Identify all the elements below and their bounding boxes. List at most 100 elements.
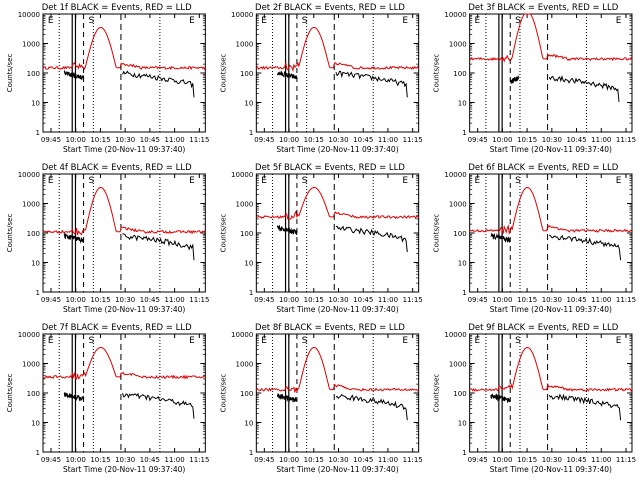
- marker-label: E: [261, 16, 267, 26]
- marker-label: S: [302, 16, 308, 26]
- marker-label: E: [475, 336, 481, 346]
- y-tick-label: 10: [244, 260, 253, 268]
- x-tick-label: 10:00: [279, 136, 299, 144]
- marker-label: S: [88, 336, 94, 346]
- lld-series-line: [255, 346, 419, 393]
- x-tick-label: 10:45: [566, 136, 586, 144]
- x-tick-label: 10:30: [542, 456, 562, 464]
- x-tick-label: 10:30: [542, 136, 562, 144]
- marker-label: E: [48, 176, 54, 186]
- y-axis-label: Counts/sec: [6, 214, 14, 253]
- marker-label: E: [616, 336, 622, 346]
- x-tick-label: 10:15: [90, 456, 110, 464]
- y-axis-label: Counts/sec: [6, 374, 14, 413]
- y-axis-label: Counts/sec: [433, 214, 441, 253]
- y-tick-label: 1000: [22, 41, 40, 49]
- y-tick-label: 1000: [22, 201, 40, 209]
- marker-label: S: [515, 16, 521, 26]
- x-tick-label: 09:45: [468, 296, 488, 304]
- x-tick-label: 11:15: [189, 456, 209, 464]
- panel-title: Det 2f BLACK = Events, RED = LLD: [255, 3, 405, 13]
- x-tick-label: 10:00: [66, 136, 86, 144]
- x-tick-label: 11:00: [378, 296, 398, 304]
- lld-series-line: [255, 26, 420, 73]
- panel-title: Det 6f BLACK = Events, RED = LLD: [468, 163, 618, 173]
- x-tick-label: 09:45: [41, 296, 61, 304]
- marker-label: E: [189, 336, 195, 346]
- y-tick-label: 100: [27, 390, 40, 398]
- lld-series-line: [42, 346, 206, 380]
- x-tick-label: 09:45: [41, 136, 61, 144]
- y-tick-label: 1: [36, 449, 40, 457]
- x-tick-label: 11:00: [378, 136, 398, 144]
- panel-title: Det 1f BLACK = Events, RED = LLD: [42, 3, 192, 13]
- x-tick-label: 10:00: [492, 136, 512, 144]
- marker-label: E: [402, 336, 408, 346]
- y-tick-label: 10: [31, 260, 40, 268]
- y-tick-label: 10000: [18, 171, 40, 179]
- x-tick-label: 10:15: [304, 456, 324, 464]
- marker-label: E: [48, 16, 54, 26]
- x-tick-label: 10:45: [140, 136, 160, 144]
- detector-panel-1: Det 1f BLACK = Events, RED = LLD 1 10 100 10…: [6, 3, 209, 154]
- y-tick-label: 1000: [449, 41, 467, 49]
- x-tick-label: 09:45: [41, 456, 61, 464]
- x-tick-label: 11:15: [403, 456, 423, 464]
- events-series-line: [63, 392, 85, 402]
- x-axis-label: Start Time (20-Nov-11 09:37:40): [490, 465, 612, 474]
- y-axis-label: Counts/sec: [433, 374, 441, 413]
- y-tick-label: 10: [458, 100, 467, 108]
- x-tick-label: 10:30: [115, 296, 135, 304]
- x-tick-label: 10:00: [279, 296, 299, 304]
- x-tick-label: 10:45: [353, 456, 373, 464]
- plot-frame: [255, 333, 420, 453]
- y-axis-label: Counts/sec: [219, 214, 227, 253]
- lld-series-line: [42, 186, 206, 236]
- marker-label: E: [616, 176, 622, 186]
- y-tick-label: 10000: [18, 331, 40, 339]
- y-tick-label: 1000: [236, 41, 254, 49]
- marker-label: E: [48, 336, 54, 346]
- x-tick-label: 11:15: [403, 136, 423, 144]
- y-tick-label: 100: [240, 230, 253, 238]
- marker-label: E: [402, 16, 408, 26]
- events-series-line: [63, 232, 85, 244]
- lld-series-line: [42, 26, 206, 71]
- x-tick-label: 10:30: [542, 296, 562, 304]
- plot-frame: [42, 333, 206, 453]
- events-series-line: [63, 69, 85, 81]
- marker-label: S: [302, 176, 308, 186]
- marker-label: E: [261, 176, 267, 186]
- y-axis-label: Counts/sec: [6, 54, 14, 93]
- x-axis-label: Start Time (20-Nov-11 09:37:40): [276, 465, 398, 474]
- x-tick-label: 11:15: [616, 136, 636, 144]
- y-tick-label: 10000: [18, 11, 40, 19]
- x-axis-label: Start Time (20-Nov-11 09:37:40): [63, 305, 185, 314]
- x-tick-label: 09:45: [254, 136, 274, 144]
- y-tick-label: 1000: [236, 201, 254, 209]
- x-tick-label: 10:15: [304, 296, 324, 304]
- detector-panel-2: Det 2f BLACK = Events, RED = LLD 1 10 100 10…: [219, 3, 422, 154]
- x-tick-label: 11:15: [189, 136, 209, 144]
- marker-label: E: [402, 176, 408, 186]
- y-tick-label: 100: [27, 70, 40, 78]
- x-tick-label: 11:15: [616, 296, 636, 304]
- y-tick-label: 1: [249, 289, 253, 297]
- y-tick-label: 100: [240, 390, 253, 398]
- x-axis-label: Start Time (20-Nov-11 09:37:40): [490, 145, 612, 154]
- panel-title: Det 8f BLACK = Events, RED = LLD: [255, 323, 405, 333]
- x-axis-label: Start Time (20-Nov-11 09:37:40): [490, 305, 612, 314]
- y-tick-label: 100: [453, 70, 466, 78]
- x-axis-label: Start Time (20-Nov-11 09:37:40): [276, 145, 398, 154]
- y-tick-label: 10: [458, 260, 467, 268]
- x-tick-label: 11:00: [165, 296, 185, 304]
- x-tick-label: 10:45: [566, 296, 586, 304]
- x-tick-label: 10:15: [90, 136, 110, 144]
- plot-frame: [469, 333, 633, 453]
- lld-series-line: [256, 186, 419, 220]
- x-tick-label: 10:45: [140, 296, 160, 304]
- x-tick-label: 10:00: [66, 456, 86, 464]
- events-series-line: [548, 234, 622, 261]
- y-tick-label: 100: [453, 230, 466, 238]
